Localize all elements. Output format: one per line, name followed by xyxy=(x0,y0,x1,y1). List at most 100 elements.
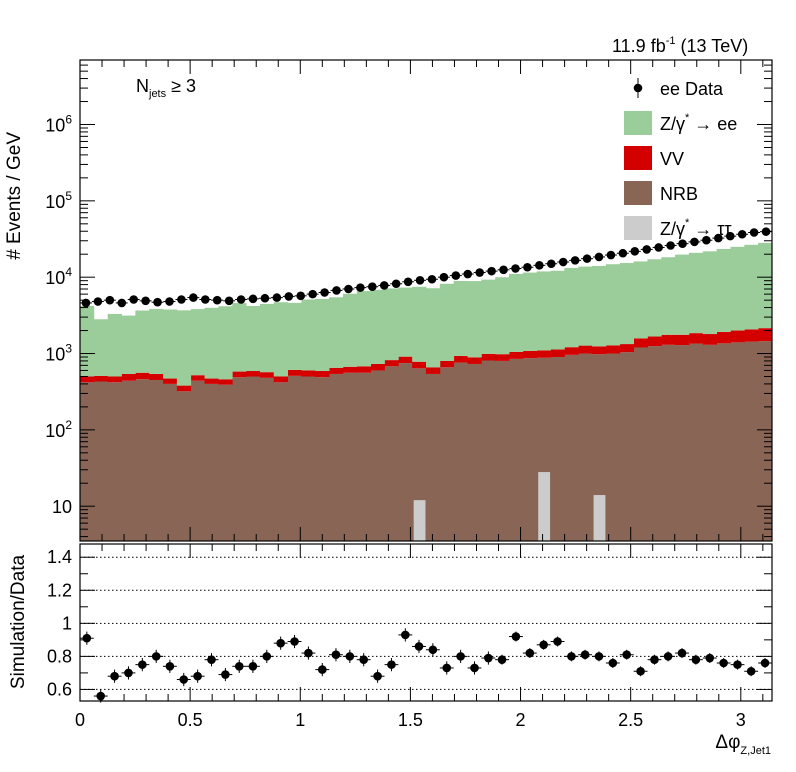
bar-nrb-4 xyxy=(135,379,150,541)
data-point-36 xyxy=(509,264,522,273)
bar-zee-26 xyxy=(439,283,455,361)
x-tick-label-0: 0 xyxy=(75,710,85,730)
ratio-point-44 xyxy=(688,654,703,665)
ratio-point-15 xyxy=(287,634,302,649)
bar-nrb-29 xyxy=(481,360,496,541)
bar-vv-38 xyxy=(605,345,621,354)
ratio-point-9 xyxy=(204,653,219,667)
bar-vv-42 xyxy=(661,334,676,345)
legend-label-1: Z/γ* → ee xyxy=(660,112,737,134)
data-point-29 xyxy=(426,274,438,284)
bar-vv-8 xyxy=(190,375,205,381)
bar-vv-26 xyxy=(439,360,455,368)
bar-nrb-13 xyxy=(259,377,275,541)
legend-entry-1: Z/γ* → ee xyxy=(624,111,737,135)
bar-vv-4 xyxy=(135,372,150,380)
ratio-point-48 xyxy=(744,666,759,677)
upper-y-axis-title: # Events / GeV xyxy=(4,132,25,260)
data-point-16 xyxy=(270,293,283,302)
bar-nrb-35 xyxy=(564,354,579,541)
data-point-27 xyxy=(402,277,415,287)
ratio-point-3 xyxy=(121,666,136,680)
y-tick-label-1: 102 xyxy=(45,418,72,441)
bar-zee-22 xyxy=(384,288,399,361)
bar-nrb-11 xyxy=(232,377,247,541)
ratio-grid xyxy=(80,556,772,690)
bar-zee-47 xyxy=(730,246,745,331)
ratio-point-40 xyxy=(633,666,648,677)
bar-nrb-32 xyxy=(522,358,538,541)
bar-zee-21 xyxy=(370,289,385,364)
data-point-25 xyxy=(378,281,391,290)
ratio-point-19 xyxy=(342,649,357,663)
data-point-21 xyxy=(330,286,343,295)
bar-vv-31 xyxy=(509,351,524,359)
bar-vv-28 xyxy=(467,357,482,364)
bar-zee-20 xyxy=(356,291,372,367)
x-tick-label-3: 1.5 xyxy=(398,710,423,730)
bar-vv-12 xyxy=(246,371,261,377)
data-point-3 xyxy=(115,298,128,308)
bar-nrb-21 xyxy=(370,370,385,541)
data-point-30 xyxy=(437,272,450,282)
bar-vv-39 xyxy=(619,344,634,353)
bar-zee-27 xyxy=(453,280,468,356)
bar-zee-37 xyxy=(592,265,607,347)
legend-swatch-3 xyxy=(624,181,652,205)
bar-zee-31 xyxy=(509,273,524,352)
bar-vv-3 xyxy=(121,373,136,381)
bar-vv-17 xyxy=(315,371,330,378)
bar-nrb-26 xyxy=(439,367,455,541)
data-point-5 xyxy=(139,296,152,306)
ratio-point-41 xyxy=(647,654,662,665)
bar-vv-46 xyxy=(716,331,731,344)
bar-nrb-44 xyxy=(688,343,704,541)
bar-vv-14 xyxy=(273,376,288,383)
data-point-39 xyxy=(545,259,558,269)
ratio-point-36 xyxy=(578,649,592,660)
bar-vv-19 xyxy=(342,366,358,373)
data-point-1 xyxy=(91,297,104,306)
bar-nrb-36 xyxy=(578,353,593,541)
bar-zee-19 xyxy=(342,293,358,367)
data-point-20 xyxy=(318,288,331,297)
bar-nrb-24 xyxy=(412,368,427,541)
bar-zee-17 xyxy=(315,298,330,372)
bar-zee-6 xyxy=(163,309,178,379)
ratio-point-37 xyxy=(592,651,606,662)
data-point-0 xyxy=(80,298,92,308)
bar-nrb-10 xyxy=(218,384,233,541)
y-tick-label-3: 104 xyxy=(45,265,72,288)
ratio-point-21 xyxy=(370,669,385,683)
ratio-y-tick-label-3: 1.2 xyxy=(47,580,72,600)
x-tick-label-6: 3 xyxy=(736,710,746,730)
data-point-12 xyxy=(223,296,236,306)
bar-zee-36 xyxy=(578,266,593,346)
bar-vv-45 xyxy=(702,334,718,345)
bar-nrb-12 xyxy=(246,376,261,541)
bar-vv-29 xyxy=(481,353,496,361)
bar-vv-11 xyxy=(232,371,247,378)
bar-vv-18 xyxy=(329,367,344,374)
bar-nrb-34 xyxy=(550,357,565,541)
bar-nrb-46 xyxy=(716,343,731,541)
bar-zee-16 xyxy=(301,299,316,371)
bar-zee-38 xyxy=(605,264,621,346)
bar-zee-30 xyxy=(495,277,510,355)
ratio-point-27 xyxy=(453,649,468,663)
bar-nrb-17 xyxy=(315,377,330,541)
bar-zee-32 xyxy=(522,272,538,351)
data-point-4 xyxy=(127,295,140,304)
bar-ztautau-24 xyxy=(413,500,426,541)
legend-entry-4: Z/γ* → ττ xyxy=(624,216,732,240)
ratio-point-29 xyxy=(481,651,496,665)
bar-zee-12 xyxy=(246,306,261,372)
bar-nrb-31 xyxy=(509,358,524,541)
data-point-2 xyxy=(103,295,116,305)
bar-vv-2 xyxy=(107,376,122,383)
bar-vv-40 xyxy=(633,338,648,348)
ratio-y-tick-label-4: 1.4 xyxy=(47,547,72,567)
bar-zee-5 xyxy=(149,308,164,374)
data-point-45 xyxy=(616,248,629,258)
bar-nrb-5 xyxy=(149,379,164,541)
